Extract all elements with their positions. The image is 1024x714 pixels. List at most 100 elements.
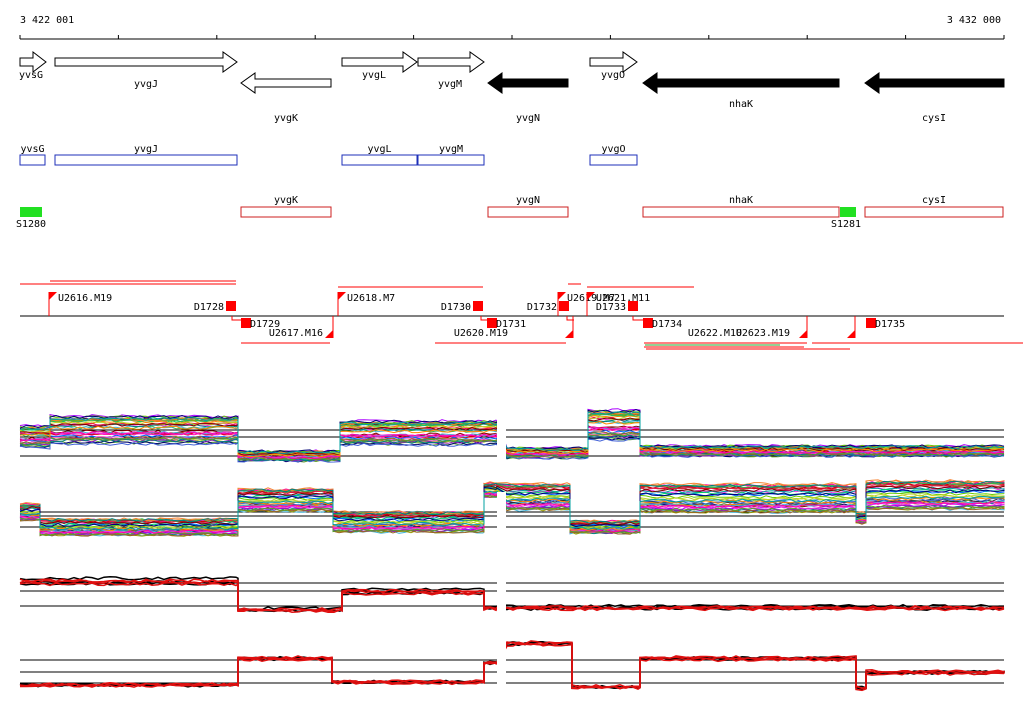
gene-arrow-yvsG[interactable] [19,50,47,74]
upstream-minus-flag[interactable] [565,330,573,338]
marker-up[interactable] [866,318,876,328]
upstream-plus-label[interactable]: U2619.M7 [567,293,615,304]
upstream-minus-label[interactable]: U2617.M16 [269,328,323,339]
track-curve [19,490,1005,532]
gene-arrow-yvgO[interactable] [589,51,638,73]
plus-strand-box[interactable] [19,154,46,166]
track-curve [19,494,1005,536]
track-gap [497,563,506,643]
upstream-minus-flag[interactable] [799,330,807,338]
track-multi-condition-reverse [19,479,1005,572]
plus-strand-label: yvgM [439,144,463,155]
marker-down-label: D1732 [527,302,557,313]
marker-up-label: D1735 [875,319,905,330]
marker-down[interactable] [473,301,483,311]
plus-strand-box[interactable] [54,154,238,166]
track-curve [19,579,1005,613]
ruler-start-label: 3 422 001 [20,15,74,26]
track-gap [497,410,506,490]
plus-strand-box[interactable] [341,154,418,166]
minus-strand-box[interactable] [240,206,332,218]
site-box[interactable] [20,207,42,217]
gene-label-yvsG[interactable]: yvsG [19,70,43,81]
gene-arrow-yvgL[interactable] [341,51,418,73]
marker-down[interactable] [559,301,569,311]
marker-connector [632,316,646,321]
track-curve [19,493,1005,535]
marker-connector [566,316,574,321]
marker-connector [231,316,243,321]
marker-up[interactable] [643,318,653,328]
track-summary-reverse [19,640,1005,714]
marker-down-label: D1730 [441,302,471,313]
track-curve [20,480,1005,524]
minus-strand-label: yvgK [274,195,298,206]
upstream-minus-label[interactable]: U2620.M19 [454,328,508,339]
track-curve [19,491,1005,534]
gene-arrow-yvgM[interactable] [417,51,485,73]
upstream-plus-label[interactable]: U2618.M7 [347,293,395,304]
plus-strand-label: yvsG [20,144,44,155]
minus-strand-label: yvgN [516,195,540,206]
marker-up-label: D1734 [652,319,682,330]
track-curve [19,640,1005,689]
upstream-minus-label[interactable]: U2623.M19 [736,328,790,339]
plus-strand-label: yvgJ [134,144,158,155]
plus-strand-label: yvgO [601,144,625,155]
upstream-plus-flag[interactable] [338,292,346,300]
gene-label-yvgO[interactable]: yvgO [601,70,625,81]
minus-strand-box[interactable] [487,206,569,218]
upstream-plus-label[interactable]: U2621.M11 [596,293,650,304]
minus-strand-label: cysI [922,195,946,206]
track-gap [497,492,506,572]
minus-strand-box[interactable] [864,206,1004,218]
marker-up[interactable] [241,318,251,328]
gene-label-nhaK[interactable]: nhaK [729,99,753,110]
track-summary-forward [19,563,1005,643]
gene-label-cysI[interactable]: cysI [922,113,946,124]
gene-arrow-yvgN[interactable] [487,72,569,94]
upstream-minus-flag[interactable] [847,330,855,338]
track-curve [19,488,1005,530]
track-curve [19,494,1005,536]
plus-strand-box[interactable] [589,154,638,166]
track-curve [20,485,1005,526]
marker-down-label: D1728 [194,302,224,313]
gene-label-yvgL[interactable]: yvgL [362,70,386,81]
gene-label-yvgN[interactable]: yvgN [516,113,540,124]
marker-connector [480,316,490,321]
gene-arrow-yvgK[interactable] [240,72,332,94]
marker-down-label: D1733 [596,302,626,313]
upstream-minus-flag[interactable] [325,330,333,338]
gene-arrow-nhaK[interactable] [642,72,840,94]
site-box[interactable] [840,207,856,217]
track-curve [19,492,1005,534]
track-curve [19,486,1005,528]
upstream-plus-flag[interactable] [587,292,595,300]
track-curve [19,576,1004,611]
upstream-plus-label[interactable]: U2616.M19 [58,293,112,304]
ruler-end-label: 3 432 000 [947,15,1001,26]
track-multi-condition-forward [19,408,1005,490]
gene-arrow-yvgJ[interactable] [54,51,238,73]
gene-label-yvgK[interactable]: yvgK [274,113,298,124]
marker-up-label: D1731 [496,319,526,330]
marker-down[interactable] [628,301,638,311]
track-curve [19,641,1005,690]
gene-label-yvgJ[interactable]: yvgJ [134,79,158,90]
track-curve [19,408,1005,454]
gene-label-yvgM[interactable]: yvgM [438,79,462,90]
upstream-plus-flag[interactable] [49,292,57,300]
marker-up[interactable] [487,318,497,328]
marker-up-label: D1729 [250,319,280,330]
minus-strand-box[interactable] [642,206,840,218]
site-label: S1281 [831,219,861,230]
upstream-minus-label[interactable]: U2622.M10 [688,328,742,339]
plus-strand-label: yvgL [367,144,391,155]
gene-arrow-cysI[interactable] [864,72,1005,94]
marker-down[interactable] [226,301,236,311]
plus-strand-box[interactable] [417,154,485,166]
minus-strand-label: nhaK [729,195,753,206]
upstream-plus-flag[interactable] [558,292,566,300]
